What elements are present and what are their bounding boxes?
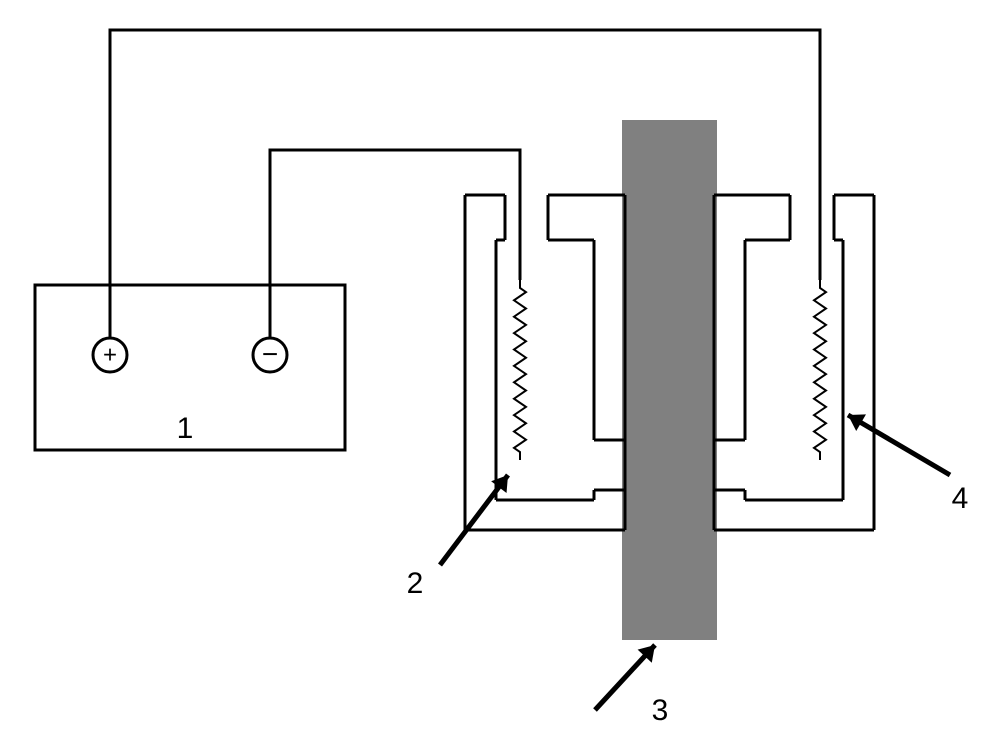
label: − [262,338,278,369]
spring-electrode [814,280,826,460]
label: 4 [952,482,969,515]
spring-electrode [514,280,526,460]
label: + [103,341,117,368]
label: 1 [177,412,194,445]
label: 2 [407,567,424,600]
circuit-diagram: + − 1 2 3 4 [0,0,1000,748]
center-membrane [622,120,717,640]
label: 3 [652,694,669,727]
